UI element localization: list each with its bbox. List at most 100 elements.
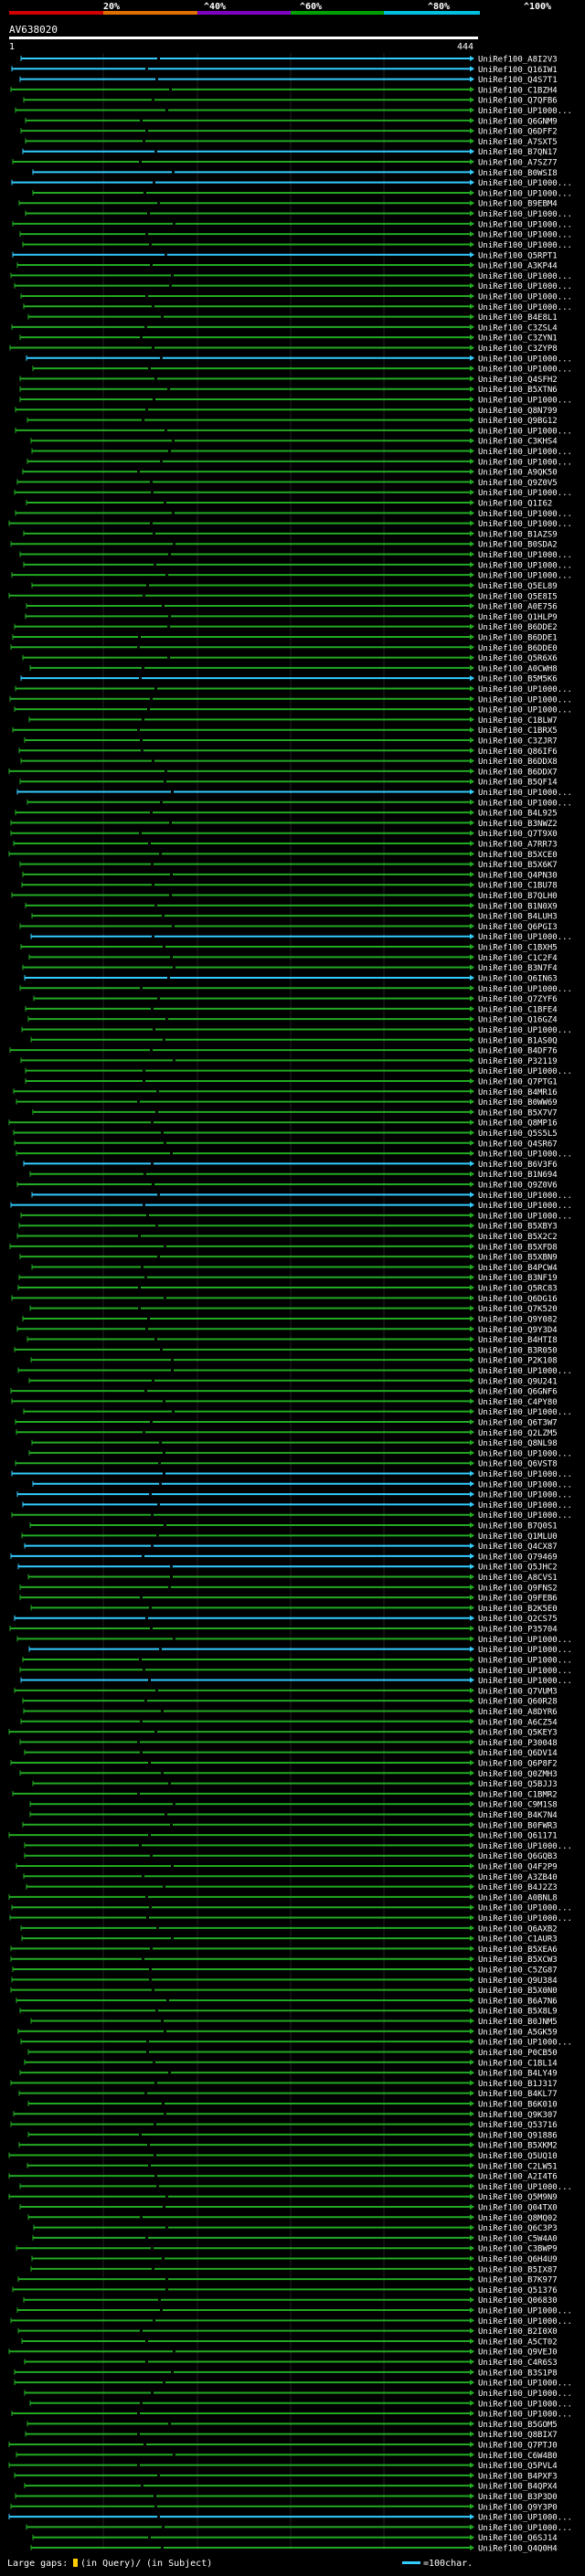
hit-name-label[interactable]: UniRef100_UP1000... [478,685,572,694]
hit-name-label[interactable]: UniRef100_Q9Y082 [478,1315,558,1324]
hit-name-label[interactable]: UniRef100_B6V3F6 [478,1161,558,1170]
hit-name-label[interactable]: UniRef100_UP1000... [478,2307,572,2316]
hit-name-label[interactable]: UniRef100_UP1000... [478,1026,572,1035]
hit-name-label[interactable]: UniRef100_A9QK50 [478,469,558,478]
hit-name-label[interactable]: UniRef100_UP1000... [478,985,572,994]
hit-name-label[interactable]: UniRef100_B6DDX7 [478,768,558,777]
hit-name-label[interactable]: UniRef100_Q91886 [478,2131,558,2140]
hit-name-label[interactable]: UniRef100_UP1000... [478,2183,572,2192]
hit-name-label[interactable]: UniRef100_B7Q0S1 [478,1522,558,1532]
hit-name-label[interactable]: UniRef100_B4E8L1 [478,313,558,323]
hit-name-label[interactable]: UniRef100_C4PY80 [478,1398,558,1407]
hit-name-label[interactable]: UniRef100_B0WW69 [478,1098,558,1108]
hit-name-label[interactable]: UniRef100_B4J2Z3 [478,1883,558,1892]
hit-name-label[interactable]: UniRef100_Q5RPT1 [478,251,558,260]
hit-name-label[interactable]: UniRef100_Q7K520 [478,1305,558,1314]
hit-name-label[interactable]: UniRef100_UP1000... [478,2039,572,2048]
hit-name-label[interactable]: UniRef100_C6W4B0 [478,2452,558,2461]
hit-name-label[interactable]: UniRef100_C2LW51 [478,2162,558,2171]
hit-name-label[interactable]: UniRef100_Q6C3P3 [478,2224,558,2233]
hit-name-label[interactable]: UniRef100_Q16IW1 [478,66,558,75]
hit-name-label[interactable]: UniRef100_B5X6K7 [478,861,558,870]
hit-name-label[interactable]: UniRef100_B3NF19 [478,1274,558,1283]
hit-name-label[interactable]: UniRef100_UP1000... [478,1636,572,1645]
hit-name-label[interactable]: UniRef100_B5XTN6 [478,386,558,395]
hit-name-label[interactable]: UniRef100_UP1000... [478,1656,572,1665]
hit-name-label[interactable]: UniRef100_UP1000... [478,355,572,364]
hit-name-label[interactable]: UniRef100_Q8BIX7 [478,2431,558,2440]
hit-name-label[interactable]: UniRef100_B3R050 [478,1346,558,1355]
hit-name-label[interactable]: UniRef100_C9M1S8 [478,1801,558,1810]
hit-name-label[interactable]: UniRef100_UP1000... [478,1367,572,1376]
hit-name-label[interactable]: UniRef100_Q5S5L5 [478,1129,558,1139]
hit-name-label[interactable]: UniRef100_B4DF76 [478,1047,558,1056]
hit-name-label[interactable]: UniRef100_UP1000... [478,1677,572,1686]
hit-name-label[interactable]: UniRef100_Q4SFH2 [478,376,558,385]
hit-name-label[interactable]: UniRef100_Q6DV14 [478,1749,558,1758]
hit-name-label[interactable]: UniRef100_B5XBY3 [478,1223,558,1232]
hit-name-label[interactable]: UniRef100_A3KP44 [478,262,558,271]
hit-name-label[interactable]: UniRef100_A8I2V3 [478,56,558,65]
hit-name-label[interactable]: UniRef100_UP1000... [478,282,572,292]
hit-name-label[interactable]: UniRef100_UP1000... [478,1914,572,1924]
hit-name-label[interactable]: UniRef100_Q4Q0H4 [478,2545,558,2554]
hit-name-label[interactable]: UniRef100_UP1000... [478,2390,572,2399]
hit-name-label[interactable]: UniRef100_B3N7F4 [478,964,558,973]
hit-name-label[interactable]: UniRef100_Q9BG12 [478,417,558,426]
hit-name-label[interactable]: UniRef100_Q51376 [478,2286,558,2295]
hit-name-label[interactable]: UniRef100_Q6PGI3 [478,923,558,932]
hit-name-label[interactable]: UniRef100_Q6VST8 [478,1460,558,1469]
hit-name-label[interactable]: UniRef100_Q60R28 [478,1698,558,1707]
hit-name-label[interactable]: UniRef100_B6A7N6 [478,1997,558,2006]
hit-name-label[interactable]: UniRef100_Q8NL98 [478,1439,558,1448]
hit-name-label[interactable]: UniRef100_UP1000... [478,458,572,467]
hit-name-label[interactable]: UniRef100_UP1000... [478,2411,572,2420]
hit-name-label[interactable]: UniRef100_UP1000... [478,1192,572,1201]
hit-name-label[interactable]: UniRef100_P30048 [478,1739,558,1748]
hit-name-label[interactable]: UniRef100_UP1000... [478,1408,572,1417]
hit-name-label[interactable]: UniRef100_UP1000... [478,1646,572,1655]
hit-name-label[interactable]: UniRef100_P32119 [478,1057,558,1066]
hit-name-label[interactable]: UniRef100_UP1000... [478,2400,572,2409]
hit-name-label[interactable]: UniRef100_Q6AXB2 [478,1924,558,1934]
hit-name-label[interactable]: UniRef100_B5X7V7 [478,1108,558,1118]
hit-name-label[interactable]: UniRef100_B1J317 [478,2080,558,2089]
hit-name-label[interactable]: UniRef100_B4PCW4 [478,1264,558,1273]
hit-name-label[interactable]: UniRef100_B0SDA2 [478,541,558,550]
hit-name-label[interactable]: UniRef100_Q4CX87 [478,1542,558,1552]
hit-name-label[interactable]: UniRef100_B5X8L9 [478,2008,558,2017]
hit-name-label[interactable]: UniRef100_B4LY49 [478,2070,558,2079]
hit-name-label[interactable]: UniRef100_B0JNM5 [478,2018,558,2027]
hit-name-label[interactable]: UniRef100_B2K5E0 [478,1605,558,1614]
hit-name-label[interactable]: UniRef100_B1AZS9 [478,530,558,539]
hit-name-label[interactable]: UniRef100_Q7PTG1 [478,1077,558,1087]
hit-name-label[interactable]: UniRef100_B3P3D0 [478,2493,558,2502]
hit-name-label[interactable]: UniRef100_Q0ZMH3 [478,1770,558,1779]
hit-name-label[interactable]: UniRef100_B6DDE2 [478,623,558,632]
hit-name-label[interactable]: UniRef100_A6CZ54 [478,1718,558,1727]
hit-name-label[interactable]: UniRef100_UP1000... [478,1212,572,1221]
hit-name-label[interactable]: UniRef100_A0CWH8 [478,664,558,673]
hit-name-label[interactable]: UniRef100_Q6DFF2 [478,128,558,137]
hit-name-label[interactable]: UniRef100_Q8MP16 [478,1119,558,1129]
hit-name-label[interactable]: UniRef100_Q4PN30 [478,871,558,880]
hit-name-label[interactable]: UniRef100_UP1000... [478,520,572,529]
hit-name-label[interactable]: UniRef100_B1N0X9 [478,902,558,911]
hit-name-label[interactable]: UniRef100_Q9FNS2 [478,1584,558,1593]
hit-name-label[interactable]: UniRef100_Q1HLP9 [478,613,558,622]
hit-name-label[interactable]: UniRef100_Q79469 [478,1553,558,1562]
hit-name-label[interactable]: UniRef100_Q6GNM9 [478,117,558,126]
hit-name-label[interactable]: UniRef100_B4HTI8 [478,1336,558,1345]
hit-name-label[interactable]: UniRef100_UP1000... [478,572,572,581]
hit-name-label[interactable]: UniRef100_UP1000... [478,427,572,436]
hit-name-label[interactable]: UniRef100_Q7QFB6 [478,97,558,106]
hit-name-label[interactable]: UniRef100_UP1000... [478,1842,572,1851]
hit-name-label[interactable]: UniRef100_A2I4T6 [478,2173,558,2182]
hit-name-label[interactable]: UniRef100_UP1000... [478,1501,572,1511]
hit-name-label[interactable]: UniRef100_Q04TX0 [478,2204,558,2213]
hit-name-label[interactable]: UniRef100_B4QPX4 [478,2483,558,2492]
hit-name-label[interactable]: UniRef100_UP1000... [478,2380,572,2389]
hit-name-label[interactable]: UniRef100_Q7ZYF6 [478,995,558,1004]
hit-name-label[interactable]: UniRef100_Q9K307 [478,2111,558,2120]
hit-name-label[interactable]: UniRef100_Q6SJ14 [478,2534,558,2543]
